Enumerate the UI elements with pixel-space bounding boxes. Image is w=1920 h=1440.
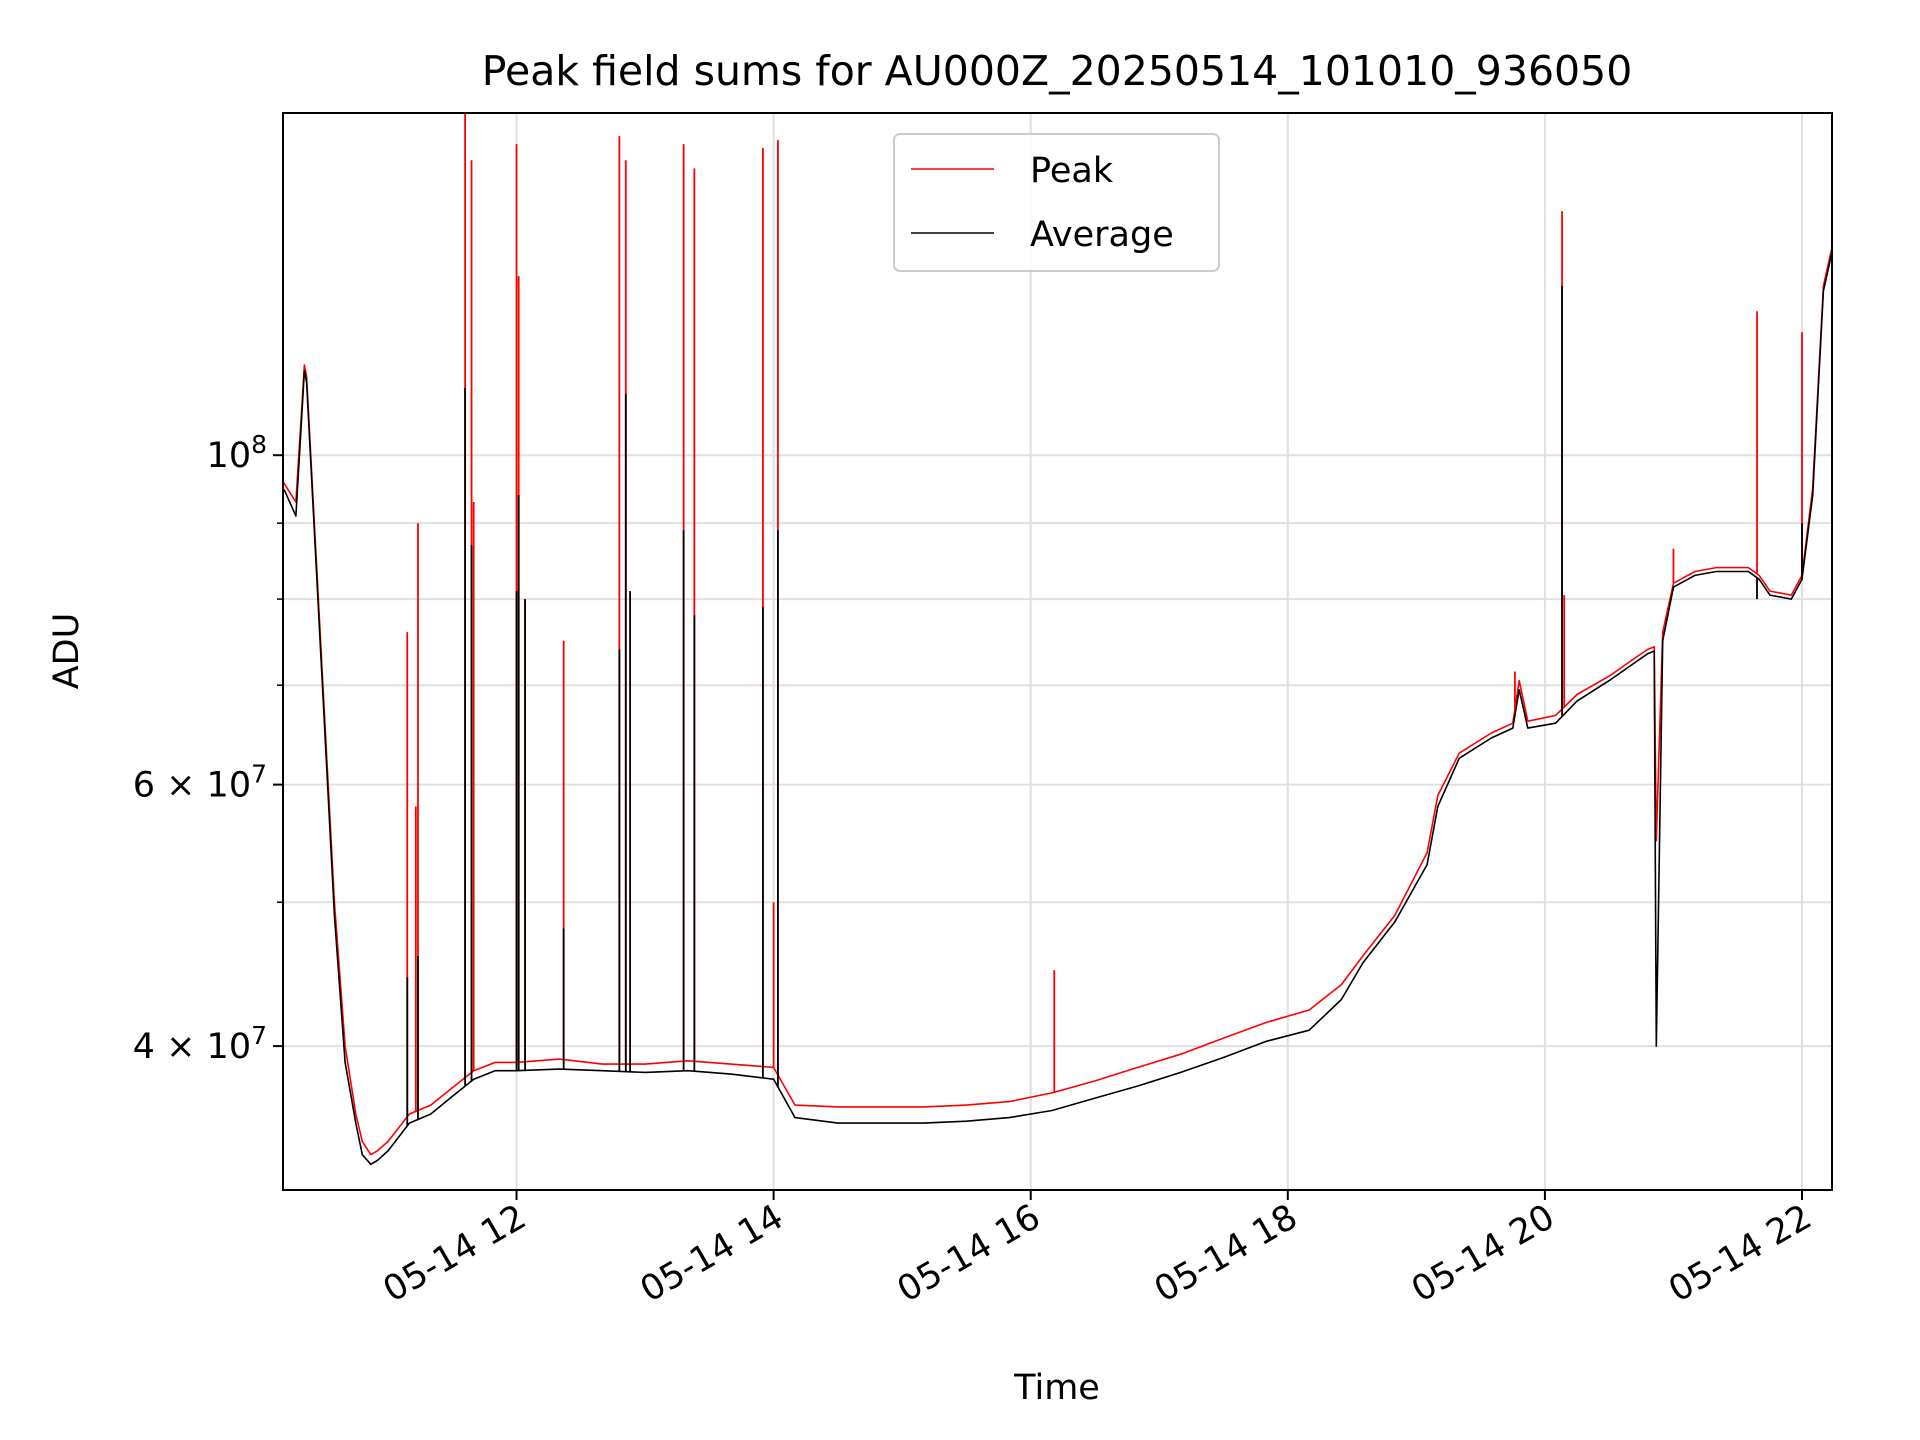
y-tick-label: 6 × 107 xyxy=(133,760,267,806)
legend-label-average: Average xyxy=(1030,215,1174,255)
legend: Peak Average xyxy=(893,133,1220,272)
plot-frame xyxy=(282,112,1833,1191)
y-tick-label: 108 xyxy=(207,430,267,476)
legend-label-peak: Peak xyxy=(1030,151,1114,191)
y-tick-label: 4 × 107 xyxy=(133,1021,267,1067)
grid xyxy=(283,113,1832,1190)
chart-title: Peak field sums for AU000Z_20250514_1010… xyxy=(482,47,1633,95)
series-layer xyxy=(283,113,1832,1166)
series-line-peak xyxy=(283,247,1832,1156)
series-line-average xyxy=(283,252,1832,1166)
x-axis-label: Time xyxy=(1013,1368,1100,1408)
y-axis-label: ADU xyxy=(47,613,87,690)
